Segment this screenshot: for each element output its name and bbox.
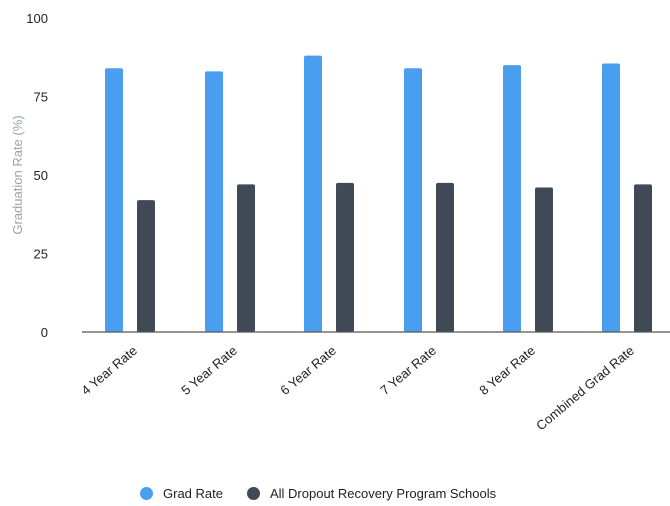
x-tick-label: 7 Year Rate <box>377 343 439 398</box>
bar-dropout-recovery <box>634 184 652 332</box>
bar-grad-rate <box>602 63 620 332</box>
bar-grad-rate <box>105 68 123 333</box>
legend: Grad Rate All Dropout Recovery Program S… <box>140 486 520 501</box>
x-tick-label: 5 Year Rate <box>178 343 240 398</box>
y-tick-label: 0 <box>41 325 48 340</box>
legend-swatch-dropout-recovery <box>246 487 260 500</box>
legend-label-grad-rate: Grad Rate <box>163 486 223 501</box>
y-tick-label: 25 <box>34 247 48 262</box>
x-tick-label: 6 Year Rate <box>277 343 339 398</box>
y-tick-label: 75 <box>34 90 48 105</box>
y-axis-label: Graduation Rate (%) <box>10 115 25 234</box>
bar-grad-rate <box>503 65 521 332</box>
x-tick-label: 8 Year Rate <box>476 343 538 398</box>
y-tick-label: 100 <box>26 11 48 26</box>
bar-dropout-recovery <box>336 182 354 332</box>
y-tick-label: 50 <box>34 168 48 183</box>
legend-label-dropout-recovery: All Dropout Recovery Program Schools <box>269 486 497 501</box>
legend-item-grad-rate: Grad Rate <box>140 486 223 501</box>
bar-grad-rate <box>404 68 422 333</box>
bar-dropout-recovery <box>535 187 553 332</box>
bar-dropout-recovery <box>436 182 454 332</box>
bar-dropout-recovery <box>137 200 155 332</box>
legend-swatch-grad-rate <box>140 487 153 500</box>
x-tick-label: 4 Year Rate <box>78 343 140 398</box>
bar-grad-rate <box>304 55 322 333</box>
x-tick-label: Combined Grad Rate <box>533 343 637 433</box>
bar-grad-rate <box>205 71 223 332</box>
bar-dropout-recovery <box>237 184 255 332</box>
legend-item-dropout-recovery: All Dropout Recovery Program Schools <box>246 486 497 501</box>
bar-chart: 0 25 50 75 100 Graduation Rate (%) 4 Year Rate… <box>10 11 670 433</box>
